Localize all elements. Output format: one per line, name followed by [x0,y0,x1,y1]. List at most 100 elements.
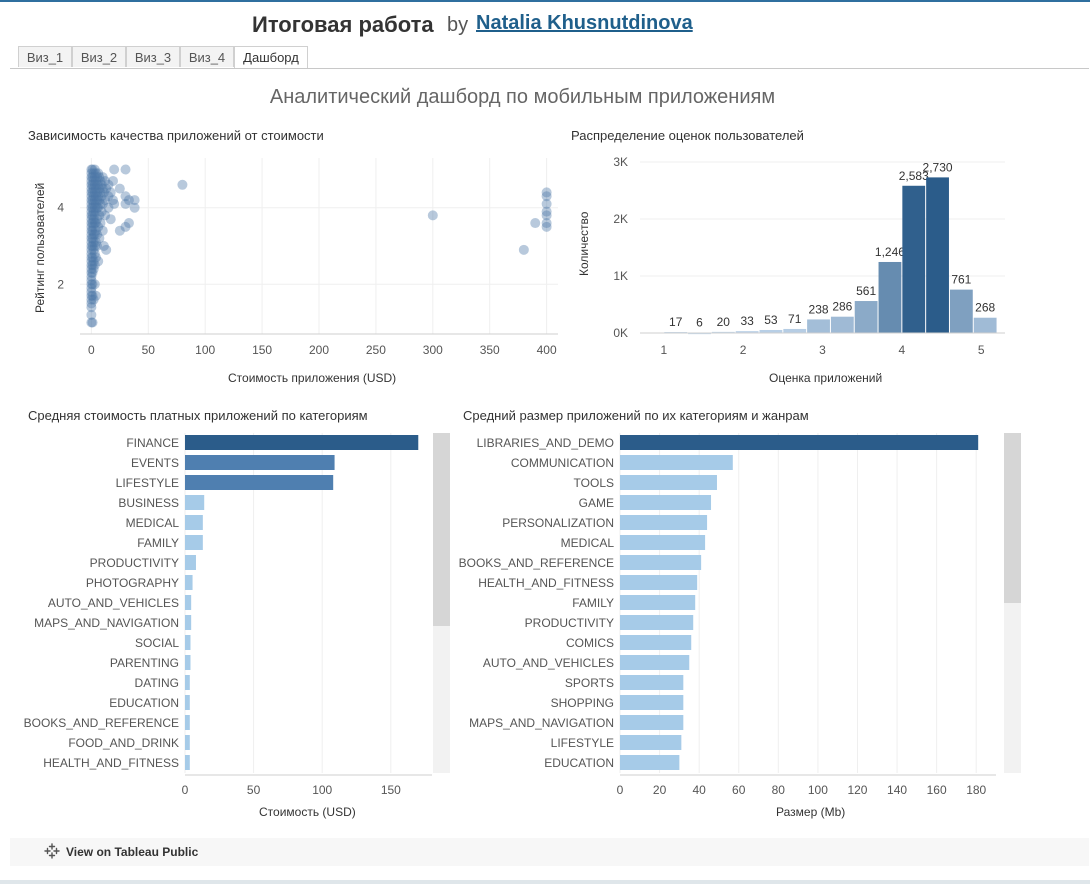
histogram-x-tick-label: 4 [899,343,906,357]
size-by-category-chart[interactable]: 0 20 40 60 80 100 120 140 160 180 LIBRARIES_AND_DE… [455,426,1035,801]
price-chart-x-tick-label: 50 [247,783,261,797]
scatter-point [94,195,105,206]
scatter-point [90,175,101,186]
scatter-chart[interactable]: 0 50 100 150 200 250 300 350 400 2 4 [0,148,560,368]
workbook-title: Итоговая работа [252,12,434,37]
scatter-point [95,198,106,209]
price-chart-bar [185,455,335,470]
histogram-bar-label: 268 [975,301,995,315]
histogram-chart[interactable]: 0K 1K 2K 3K 1 2 3 4 5 17 6 20 33 53 71 238 286 561 1,246 2,… [590,148,1030,368]
scatter-point [87,202,98,213]
price-chart-category-label: EVENTS [131,456,179,470]
size-chart-x-tick-label: 20 [653,783,667,797]
scatter-point [88,263,99,274]
scatter-point [86,198,97,209]
scatter-point [129,202,140,213]
scatter-point [86,279,97,290]
scatter-point [86,263,97,274]
top-accent-line [0,0,1090,2]
histogram-x-tick-label: 3 [819,343,826,357]
tableau-logo-icon [44,843,60,859]
scatter-y-tick-label: 4 [57,201,64,215]
author-link[interactable]: Natalia Khusnutdinova [476,12,693,34]
scatter-y-tick-label: 2 [57,277,64,291]
histogram-bar [878,261,902,333]
scatter-point [105,187,116,198]
histogram-bar [830,316,854,333]
scatter-point [86,271,97,282]
histogram-bar-label: 20 [717,315,731,329]
tab-viz-4[interactable]: Виз_4 [180,46,234,67]
price-chart-bar [185,435,419,450]
scatter-point [92,172,103,183]
scatter-point [87,317,98,328]
size-chart-bar [620,695,684,710]
scatter-point [88,175,99,186]
scatter-point [86,191,97,202]
size-chart-category-label: PERSONALIZATION [502,516,614,530]
size-chart-category-label: EDUCATION [544,756,614,770]
price-chart-x-tick-label: 150 [381,783,401,797]
scatter-point [89,248,100,259]
histogram-bar [783,328,807,333]
histogram-x-tick-label: 5 [978,343,985,357]
scatter-point [92,229,103,240]
scatter-point [120,221,131,232]
size-chart-category-label: MEDICAL [561,536,615,550]
size-chart-x-tick-label: 160 [927,783,947,797]
scatter-point [86,275,97,286]
scatter-x-tick-label: 50 [142,343,156,357]
scatter-point [100,175,111,186]
scatter-point [86,260,97,271]
scatter-point [120,164,131,175]
view-on-tableau-link[interactable]: View on Tableau Public [66,845,199,859]
author-prefix: by [447,14,469,36]
price-chart-category-label: PRODUCTIVITY [90,556,179,570]
size-chart-x-tick-label: 140 [887,783,907,797]
price-chart-bar [185,635,191,650]
price-chart-x-tick-label: 0 [182,783,189,797]
scatter-point [87,267,98,278]
price-by-category-chart[interactable]: 0 50 100 150 FINANCE EVENTS LIFESTYLE BUSINESS M… [0,426,460,801]
scatter-point [86,241,97,251]
scatter-point [95,218,106,229]
price-chart-bar [185,535,203,550]
tab-viz-3[interactable]: Виз_3 [126,46,180,67]
scatter-point [120,191,131,202]
price-chart-category-label: LIFESTYLE [116,476,179,490]
size-chart-bar [620,555,702,570]
size-chart-bar [620,615,694,630]
scatter-point [86,183,97,194]
scatter-point [88,229,99,240]
scatter-point [86,202,97,213]
histogram-x-tick-label: 2 [740,343,747,357]
histogram-bar-label: 761 [951,273,971,287]
scatter-x-axis-title: Стоимость приложения (USD) [228,371,397,385]
size-chart-bar [620,635,692,650]
scatter-point [87,218,98,229]
tab-viz-1[interactable]: Виз_1 [18,46,72,67]
size-chart-category-label: SPORTS [565,676,614,690]
size-chart-bar [620,595,696,610]
scatter-point [96,191,107,202]
scatter-point [87,179,98,190]
histogram-x-tick-label: 1 [660,343,667,357]
scatter-point [86,168,97,179]
size-chart-x-tick-label: 180 [966,783,986,797]
tab-dashboard[interactable]: Дашборд [234,46,308,68]
price-chart-bar [185,735,190,750]
size-chart-category-label: TOOLS [574,476,614,490]
size-chart-category-label: FAMILY [572,596,614,610]
scatter-point [89,218,100,229]
scatter-point [87,225,98,236]
scatter-point [93,179,104,190]
scatter-point [87,260,98,271]
scatter-point [96,179,107,190]
tab-viz-2[interactable]: Виз_2 [72,46,126,67]
scatter-point [103,179,114,190]
histogram-bar [902,185,926,333]
scatter-point [89,179,100,190]
scatter-point [89,279,100,290]
scatter-point [87,290,98,301]
scatter-point [86,218,97,229]
